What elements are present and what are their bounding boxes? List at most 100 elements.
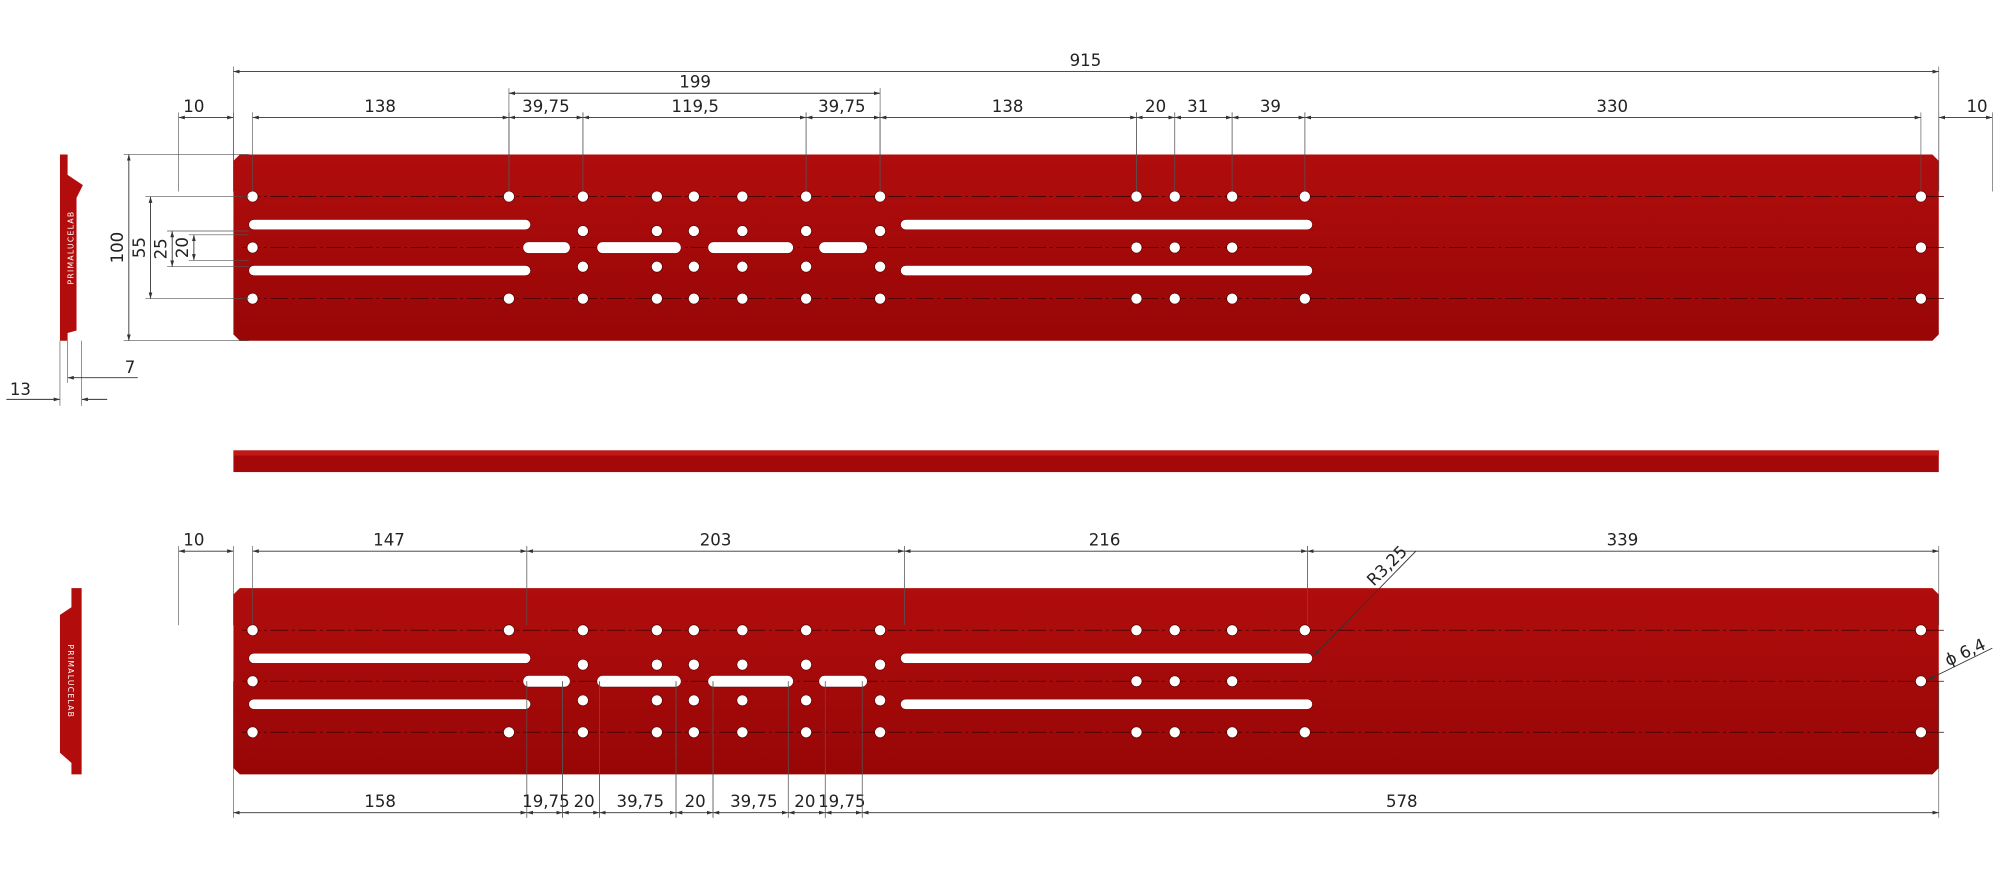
hole xyxy=(503,624,515,637)
hole xyxy=(1299,292,1311,305)
leader-line xyxy=(1313,550,1417,657)
dimension-label: 20 xyxy=(685,792,706,811)
hole xyxy=(736,726,749,739)
dimension-label: 199 xyxy=(679,73,711,92)
hole xyxy=(874,658,886,671)
hole xyxy=(577,658,589,671)
hole xyxy=(651,292,663,305)
hole xyxy=(1168,292,1181,305)
hole xyxy=(651,658,663,671)
hole xyxy=(577,260,589,273)
dimension-label: 39,75 xyxy=(522,97,569,116)
hole xyxy=(1226,726,1238,739)
slot xyxy=(900,652,1313,664)
hole xyxy=(1915,726,1927,739)
hole xyxy=(688,260,700,273)
dimension-label: 10 xyxy=(183,97,204,116)
slot xyxy=(248,652,531,664)
slot xyxy=(248,219,531,230)
hole xyxy=(1299,624,1311,637)
hole xyxy=(688,624,700,637)
dimension-label: 39,75 xyxy=(818,97,865,116)
hole xyxy=(800,260,812,273)
hole xyxy=(651,694,663,707)
callout: ϕ 6,4 xyxy=(1942,635,1989,670)
hole xyxy=(1226,292,1238,305)
slot xyxy=(248,698,531,710)
slot xyxy=(522,241,571,254)
dimension-label: 13 xyxy=(10,380,31,399)
dimension-label: 20 xyxy=(1145,97,1166,116)
hole xyxy=(800,624,812,637)
slot xyxy=(596,241,682,254)
hole xyxy=(1226,190,1238,203)
hole xyxy=(688,225,700,237)
slot xyxy=(248,265,531,276)
hole xyxy=(577,694,589,707)
hole xyxy=(874,694,886,707)
hole xyxy=(688,292,700,305)
hole xyxy=(688,658,700,671)
dimension-label: 578 xyxy=(1386,792,1418,811)
hole xyxy=(1130,624,1143,637)
hole xyxy=(800,225,812,237)
hole xyxy=(577,190,589,203)
dimension-label: 119,5 xyxy=(671,97,718,116)
hole xyxy=(1226,675,1238,688)
hole xyxy=(874,292,886,305)
hole xyxy=(651,726,663,739)
dimension-label: 147 xyxy=(373,530,405,549)
hole xyxy=(1915,292,1927,305)
hole xyxy=(736,694,749,707)
hole xyxy=(1168,241,1181,254)
hole xyxy=(503,292,515,305)
hole xyxy=(246,624,259,637)
hole xyxy=(1915,190,1927,203)
dimension-label: 55 xyxy=(130,237,149,258)
hole xyxy=(1168,726,1181,739)
dimension-label: 39,75 xyxy=(617,792,664,811)
slot xyxy=(818,675,868,688)
hole xyxy=(1168,190,1181,203)
hole xyxy=(1226,241,1238,254)
hole xyxy=(736,624,749,637)
dimension-label: 138 xyxy=(992,97,1024,116)
hole xyxy=(874,726,886,739)
dimension-label: 19,75 xyxy=(818,792,865,811)
hole xyxy=(688,190,700,203)
hole xyxy=(246,726,259,739)
hole xyxy=(577,624,589,637)
hole xyxy=(736,658,749,671)
slot xyxy=(900,265,1313,276)
dimension-label: 158 xyxy=(364,792,396,811)
logo: PRIMALUCELAB xyxy=(66,211,75,285)
hole xyxy=(577,225,589,237)
dimension-label: 915 xyxy=(1070,51,1102,70)
dimension-label: 138 xyxy=(364,97,396,116)
slot xyxy=(522,675,571,688)
hole xyxy=(1915,241,1927,254)
hole xyxy=(736,292,749,305)
hole xyxy=(1299,190,1311,203)
hole xyxy=(874,260,886,273)
hole xyxy=(651,225,663,237)
hole xyxy=(1915,624,1927,637)
slot xyxy=(707,241,794,254)
hole xyxy=(651,624,663,637)
hole xyxy=(1915,675,1927,688)
hole xyxy=(800,726,812,739)
hole xyxy=(577,292,589,305)
logo: PRIMALUCELAB xyxy=(66,644,75,718)
slot xyxy=(900,698,1313,710)
side-profile xyxy=(59,154,83,341)
hole xyxy=(503,190,515,203)
hole xyxy=(736,260,749,273)
side-bar-edge xyxy=(233,450,1939,456)
hole xyxy=(800,694,812,707)
hole xyxy=(688,726,700,739)
hole xyxy=(1226,624,1238,637)
hole xyxy=(1130,190,1143,203)
hole xyxy=(874,624,886,637)
dimension-label: 7 xyxy=(125,358,136,377)
